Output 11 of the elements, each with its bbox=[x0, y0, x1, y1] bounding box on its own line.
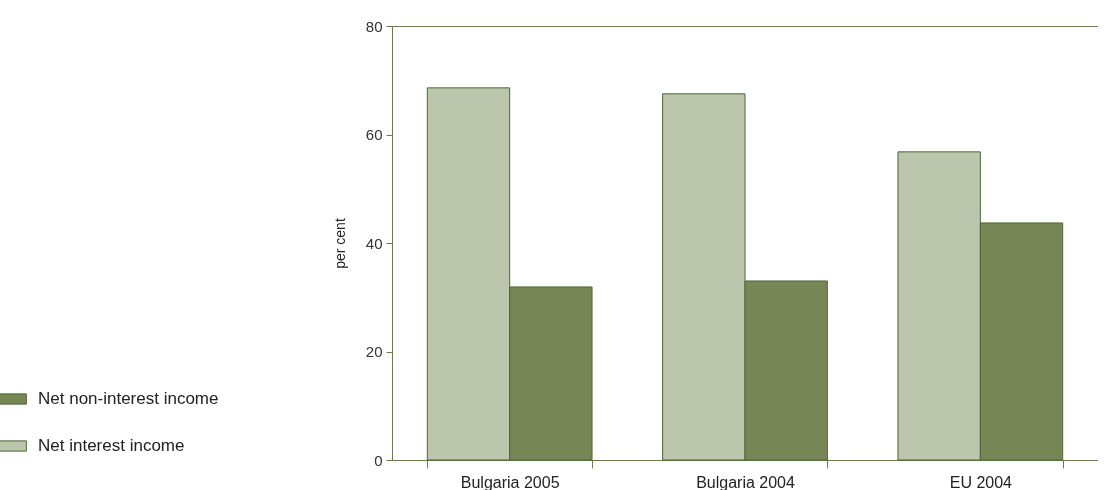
y-tick-label: 60 bbox=[365, 126, 383, 143]
x-tick-label: Bulgaria 2004 bbox=[696, 473, 795, 490]
y-tick-label: 20 bbox=[365, 343, 383, 360]
legend-label: Net interest income bbox=[38, 436, 185, 455]
y-axis-title: per cent bbox=[331, 218, 348, 269]
x-tick-label: EU 2004 bbox=[949, 473, 1013, 490]
y-tick-label: 80 bbox=[365, 17, 383, 35]
legend-label: Net non-interest income bbox=[38, 389, 219, 408]
x-tick-label: Bulgaria 2005 bbox=[460, 473, 560, 490]
y-tick-label: 40 bbox=[365, 234, 383, 252]
y-tick-label: 0 bbox=[374, 451, 383, 469]
